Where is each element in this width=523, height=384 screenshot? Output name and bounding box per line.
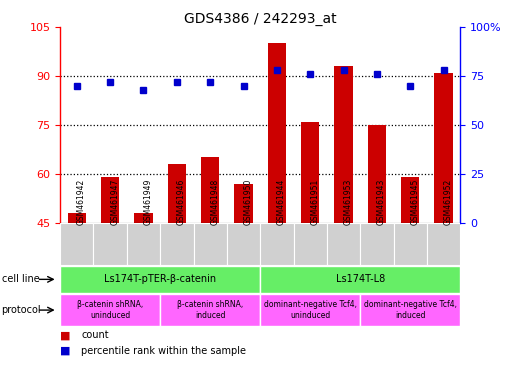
Bar: [101, 177, 119, 369]
Bar: [394, 223, 427, 265]
Text: GSM461949: GSM461949: [143, 179, 153, 225]
Text: count: count: [81, 330, 109, 340]
Text: ■: ■: [60, 330, 71, 340]
Text: GSM461947: GSM461947: [110, 179, 119, 225]
Text: protocol: protocol: [2, 305, 41, 315]
Text: β-catenin shRNA,
induced: β-catenin shRNA, induced: [177, 300, 243, 320]
Bar: [260, 266, 460, 293]
Bar: [60, 266, 260, 293]
Bar: [435, 73, 453, 369]
Bar: [368, 125, 386, 369]
Text: β-catenin shRNA,
uninduced: β-catenin shRNA, uninduced: [77, 300, 143, 320]
Text: GSM461943: GSM461943: [377, 179, 386, 225]
Bar: [134, 213, 153, 369]
Bar: [201, 157, 219, 369]
Bar: [360, 295, 460, 326]
Bar: [60, 223, 94, 265]
Text: cell line: cell line: [2, 274, 39, 285]
Text: GSM461951: GSM461951: [310, 179, 319, 225]
Bar: [127, 223, 160, 265]
Text: GSM461948: GSM461948: [210, 179, 219, 225]
Bar: [234, 184, 253, 369]
Text: GSM461953: GSM461953: [344, 179, 353, 225]
Bar: [160, 295, 260, 326]
Text: dominant-negative Tcf4,
induced: dominant-negative Tcf4, induced: [363, 300, 457, 320]
Text: GSM461952: GSM461952: [444, 179, 452, 225]
Text: percentile rank within the sample: percentile rank within the sample: [81, 346, 246, 356]
Bar: [334, 66, 353, 369]
Bar: [160, 223, 194, 265]
Bar: [168, 164, 186, 369]
Bar: [327, 223, 360, 265]
Text: ■: ■: [60, 346, 71, 356]
Bar: [293, 223, 327, 265]
Text: Ls174T-pTER-β-catenin: Ls174T-pTER-β-catenin: [104, 274, 216, 285]
Bar: [227, 223, 260, 265]
Text: GSM461945: GSM461945: [410, 179, 419, 225]
Bar: [268, 43, 286, 369]
Text: GSM461944: GSM461944: [277, 179, 286, 225]
Text: Ls174T-L8: Ls174T-L8: [336, 274, 385, 285]
Text: GSM461946: GSM461946: [177, 179, 186, 225]
Bar: [301, 121, 320, 369]
Text: dominant-negative Tcf4,
uninduced: dominant-negative Tcf4, uninduced: [264, 300, 357, 320]
Bar: [67, 213, 86, 369]
Bar: [94, 223, 127, 265]
Title: GDS4386 / 242293_at: GDS4386 / 242293_at: [184, 12, 336, 26]
Text: GSM461942: GSM461942: [77, 179, 86, 225]
Bar: [360, 223, 393, 265]
Bar: [60, 295, 160, 326]
Bar: [260, 295, 360, 326]
Bar: [427, 223, 460, 265]
Text: GSM461950: GSM461950: [244, 179, 253, 225]
Bar: [260, 223, 293, 265]
Bar: [401, 177, 419, 369]
Bar: [194, 223, 227, 265]
